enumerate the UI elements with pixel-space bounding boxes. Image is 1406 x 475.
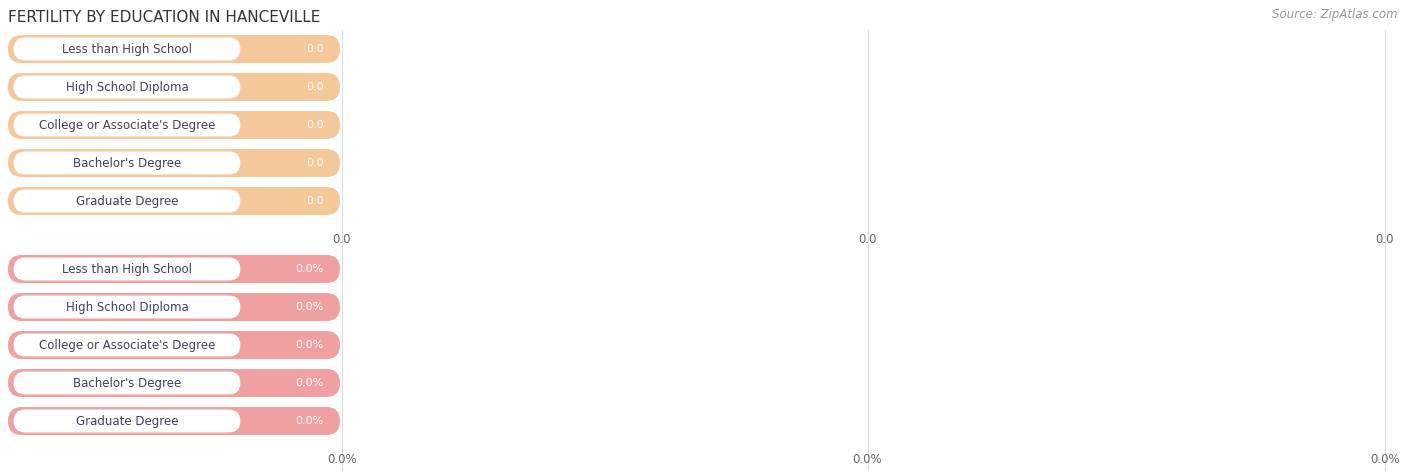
Text: FERTILITY BY EDUCATION IN HANCEVILLE: FERTILITY BY EDUCATION IN HANCEVILLE	[8, 10, 321, 25]
FancyBboxPatch shape	[8, 73, 340, 101]
Text: College or Associate's Degree: College or Associate's Degree	[39, 118, 215, 132]
FancyBboxPatch shape	[14, 190, 240, 212]
Text: 0.0%: 0.0%	[326, 453, 357, 466]
Text: High School Diploma: High School Diploma	[66, 80, 188, 94]
Text: 0.0: 0.0	[305, 120, 323, 130]
FancyBboxPatch shape	[8, 369, 340, 397]
Text: Less than High School: Less than High School	[62, 263, 193, 275]
FancyBboxPatch shape	[8, 187, 340, 215]
FancyBboxPatch shape	[8, 111, 340, 139]
Text: 0.0%: 0.0%	[295, 264, 323, 274]
Text: 0.0: 0.0	[332, 233, 352, 246]
FancyBboxPatch shape	[8, 293, 340, 321]
Text: High School Diploma: High School Diploma	[66, 301, 188, 314]
Text: 0.0%: 0.0%	[852, 453, 883, 466]
Text: 0.0: 0.0	[305, 44, 323, 54]
FancyBboxPatch shape	[14, 114, 240, 136]
Text: 0.0%: 0.0%	[295, 340, 323, 350]
Text: Bachelor's Degree: Bachelor's Degree	[73, 377, 181, 389]
Text: 0.0: 0.0	[858, 233, 877, 246]
FancyBboxPatch shape	[8, 369, 340, 397]
FancyBboxPatch shape	[8, 149, 340, 177]
FancyBboxPatch shape	[14, 333, 240, 356]
FancyBboxPatch shape	[14, 257, 240, 280]
Text: 0.0: 0.0	[305, 158, 323, 168]
Text: College or Associate's Degree: College or Associate's Degree	[39, 339, 215, 352]
Text: 0.0: 0.0	[305, 82, 323, 92]
Text: Source: ZipAtlas.com: Source: ZipAtlas.com	[1272, 8, 1398, 21]
FancyBboxPatch shape	[8, 407, 340, 435]
FancyBboxPatch shape	[8, 187, 340, 215]
FancyBboxPatch shape	[8, 407, 340, 435]
FancyBboxPatch shape	[8, 293, 340, 321]
Text: Graduate Degree: Graduate Degree	[76, 194, 179, 208]
Text: Less than High School: Less than High School	[62, 42, 193, 56]
FancyBboxPatch shape	[14, 76, 240, 98]
FancyBboxPatch shape	[8, 35, 340, 63]
FancyBboxPatch shape	[8, 331, 340, 359]
FancyBboxPatch shape	[14, 38, 240, 60]
FancyBboxPatch shape	[8, 73, 340, 101]
Text: 0.0%: 0.0%	[295, 416, 323, 426]
Text: 0.0%: 0.0%	[1369, 453, 1400, 466]
FancyBboxPatch shape	[14, 152, 240, 174]
Text: 0.0: 0.0	[1375, 233, 1395, 246]
FancyBboxPatch shape	[14, 295, 240, 318]
FancyBboxPatch shape	[8, 255, 340, 283]
Text: Bachelor's Degree: Bachelor's Degree	[73, 156, 181, 170]
FancyBboxPatch shape	[14, 371, 240, 394]
Text: 0.0%: 0.0%	[295, 378, 323, 388]
FancyBboxPatch shape	[8, 111, 340, 139]
FancyBboxPatch shape	[8, 331, 340, 359]
FancyBboxPatch shape	[8, 255, 340, 283]
Text: Graduate Degree: Graduate Degree	[76, 415, 179, 428]
FancyBboxPatch shape	[14, 409, 240, 432]
FancyBboxPatch shape	[8, 35, 340, 63]
Text: 0.0%: 0.0%	[295, 302, 323, 312]
FancyBboxPatch shape	[8, 149, 340, 177]
Text: 0.0: 0.0	[305, 196, 323, 206]
